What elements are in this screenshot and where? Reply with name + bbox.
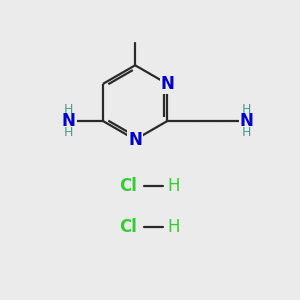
Text: H: H (242, 126, 251, 139)
Text: N: N (62, 112, 76, 130)
Text: H: H (167, 218, 180, 236)
Text: H: H (64, 103, 74, 116)
Text: N: N (128, 130, 142, 148)
Text: H: H (167, 177, 180, 195)
Text: Cl: Cl (119, 177, 136, 195)
Text: N: N (240, 112, 254, 130)
Text: Cl: Cl (119, 218, 136, 236)
Text: H: H (64, 126, 74, 139)
Text: N: N (160, 75, 174, 93)
Text: H: H (242, 103, 251, 116)
